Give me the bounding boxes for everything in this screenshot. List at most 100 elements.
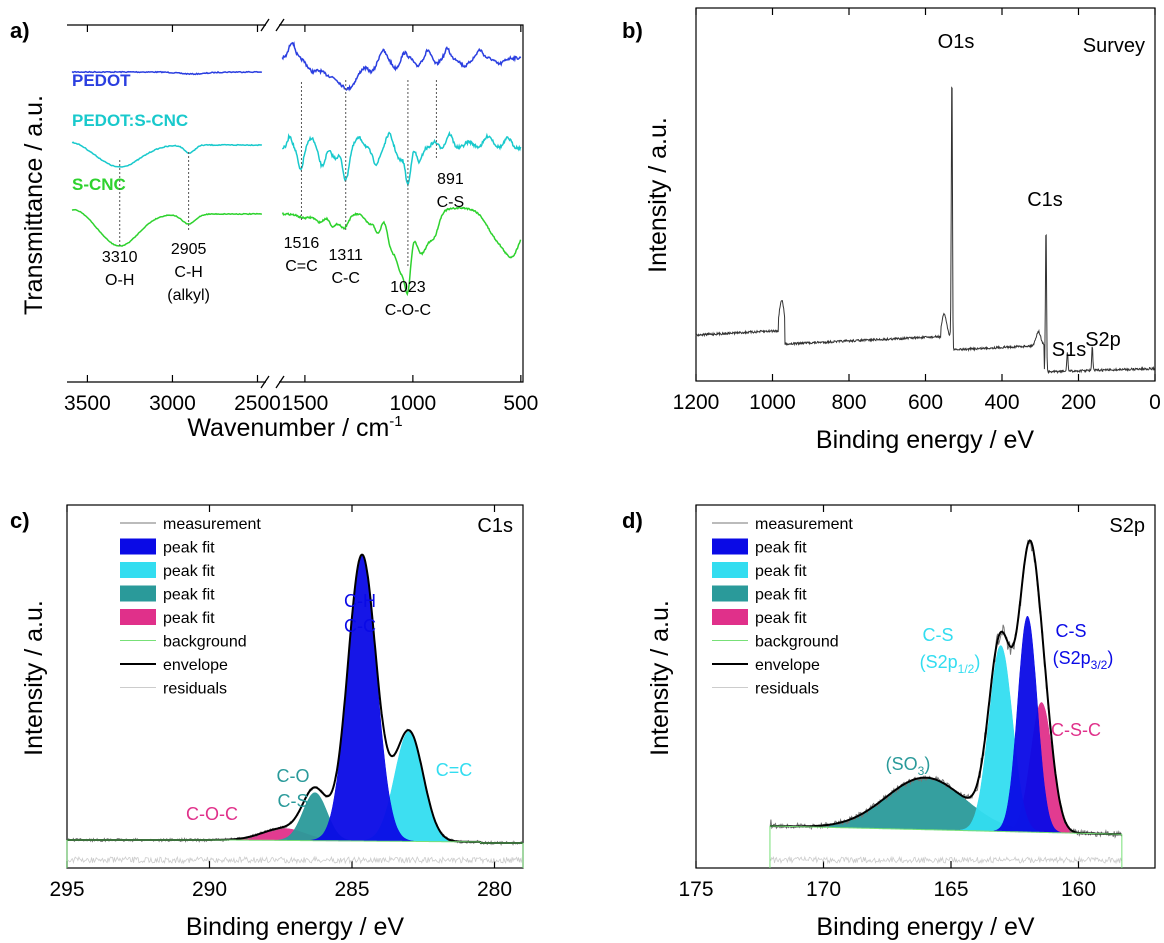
x-axis-label: Binding energy / eV	[816, 913, 1035, 941]
x-tick-label: 0	[1149, 391, 1161, 414]
x-axis-label: Binding energy / eV	[816, 426, 1035, 454]
component-label: C-O-C	[186, 804, 238, 824]
legend-peak-fit-cyan: peak fit	[163, 563, 215, 580]
legend: measurement peak fit peak fit peak fit peak …	[120, 516, 261, 698]
series-s-cnc: S-CNC	[71, 175, 522, 297]
panel-label: c)	[10, 508, 30, 533]
x-tick-label: 295	[49, 878, 84, 901]
x-tick-label: 1500	[282, 392, 329, 415]
peak-label: (alkyl)	[167, 287, 210, 304]
legend-peak-fit-blue: peak fit	[163, 540, 215, 557]
component-label: C-S	[278, 791, 309, 811]
y-axis-label: Transmittance / a.u.	[20, 95, 48, 315]
peak-label: C1s	[1027, 189, 1063, 211]
legend-peak-fit-pink: peak fit	[163, 610, 215, 627]
legend-swatch	[120, 585, 156, 602]
x-tick-label: 400	[984, 391, 1019, 414]
peak-label: 1311	[329, 247, 364, 264]
peak-label: S2p	[1085, 329, 1121, 351]
legend-swatch	[120, 538, 156, 555]
spectrum-line	[71, 70, 263, 76]
x-tick-label: 285	[334, 878, 369, 901]
plot-frame	[66, 504, 524, 869]
legend-background: background	[163, 634, 247, 651]
x-tick-label: 3000	[149, 392, 196, 415]
component-label: C=C	[436, 760, 473, 780]
peak-label: O-H	[105, 272, 134, 289]
legend-swatch	[712, 562, 748, 578]
series-label: S-CNC	[72, 175, 126, 194]
panel-b: b) 1200 1000 800 600 400 200 0 Intensity / a.u. B…	[622, 7, 1161, 454]
y-axis-label: Intensity / a.u.	[644, 117, 672, 273]
peak-label: O1s	[938, 31, 975, 53]
spectrum-line	[281, 130, 522, 188]
panel-label: d)	[622, 508, 643, 533]
x-tick-label: 280	[477, 878, 512, 901]
x-tick-label: 2500	[234, 392, 281, 415]
peak-label: 1023	[390, 279, 426, 296]
legend-background: background	[755, 634, 839, 651]
x-axis-label: Binding energy / eV	[186, 913, 405, 941]
x-tick-label: 1000	[749, 391, 796, 414]
legend-peak-fit-pink: peak fit	[755, 610, 807, 627]
x-tick-label: 800	[831, 391, 866, 414]
legend-envelope: envelope	[755, 657, 820, 674]
x-tick-label: 170	[806, 878, 841, 901]
x-tick-label: 600	[908, 391, 943, 414]
component-label: C-S-C	[1051, 720, 1101, 740]
x-tick-label: 160	[1061, 878, 1096, 901]
legend-measurement: measurement	[163, 516, 261, 533]
component-label: C-C	[344, 616, 376, 636]
x-tick-label: 165	[933, 878, 968, 901]
x-tick-label: 500	[503, 392, 538, 415]
peak-label: 891	[437, 171, 464, 188]
legend-peak-fit-teal: peak fit	[755, 587, 807, 604]
panel-a: a) 3500 3000 2500 1500 1000 500 Transmittance /…	[10, 18, 538, 442]
axis-break-mark	[275, 18, 285, 32]
legend-peak-fit-cyan: peak fit	[755, 563, 807, 580]
legend: measurement peak fit peak fit peak fit peak …	[712, 516, 853, 698]
peak-label: C-C	[332, 270, 360, 287]
component-label: C-S	[1056, 621, 1087, 641]
peak-label: C=C	[285, 258, 317, 275]
panel-label: b)	[622, 18, 643, 43]
envelope-line	[770, 539, 1122, 836]
peak-label: S1s	[1052, 339, 1086, 361]
survey-spectrum-line	[695, 86, 1155, 375]
legend-peak-fit-teal: peak fit	[163, 587, 215, 604]
x-tick-label: 200	[1061, 391, 1096, 414]
x-tick-label: 290	[192, 878, 227, 901]
panel-label: a)	[10, 18, 30, 43]
peak-label: C-S	[437, 194, 465, 211]
peak-label: 1516	[284, 235, 320, 252]
legend-swatch	[120, 562, 156, 578]
y-axis-label: Intensity / a.u.	[646, 600, 674, 756]
spectrum-line	[281, 41, 522, 92]
x-tick-label: 3500	[64, 392, 111, 415]
x-axis-label: Wavenumber / cm-1	[187, 413, 402, 442]
legend-residuals: residuals	[755, 681, 819, 698]
legend-swatch	[712, 609, 748, 625]
plot-frame	[695, 7, 1156, 382]
x-tick-label: 1000	[390, 392, 437, 415]
legend-swatch	[120, 609, 156, 625]
component-label: C-O	[277, 766, 310, 786]
axis-break-mark	[260, 18, 270, 32]
legend-residuals: residuals	[163, 681, 227, 698]
residuals-line	[66, 855, 523, 865]
plot-frame	[695, 504, 1156, 869]
series-pedot: PEDOT	[71, 41, 522, 92]
component-label: C-S	[923, 625, 954, 645]
peak-label: C-O-C	[385, 302, 431, 319]
background-line	[67, 839, 523, 844]
component-label: (S2p3/2)	[1053, 648, 1114, 672]
axis-break-mark	[275, 375, 285, 389]
legend-peak-fit-blue: peak fit	[755, 540, 807, 557]
background-line	[770, 825, 1122, 835]
spectrum-line	[281, 206, 522, 297]
plot-frame	[67, 24, 524, 383]
peak-label: C-H	[174, 264, 202, 281]
component-label: C-H	[344, 591, 376, 611]
component-label: (S2p1/2)	[920, 652, 981, 676]
